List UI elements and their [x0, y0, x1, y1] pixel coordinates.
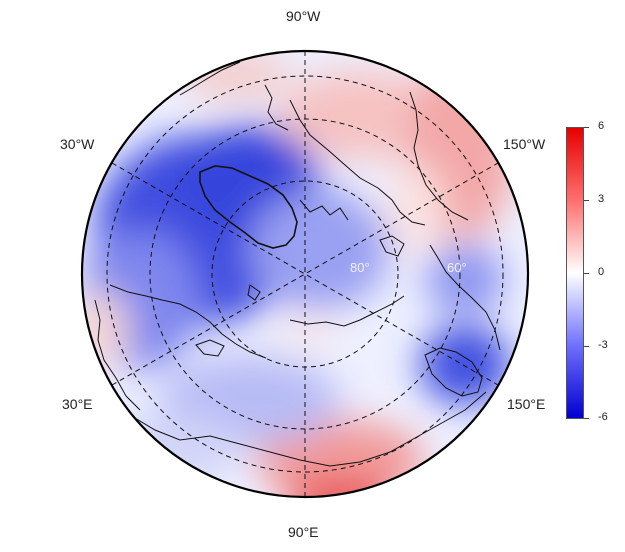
colorbar-tick-mark: [584, 200, 589, 201]
colorbar-tick-mark: [584, 127, 589, 128]
colorbar-tick-mark: [584, 346, 589, 347]
colorbar-tick-label: 0: [598, 266, 605, 278]
lon-label-upper-left: 30°W: [60, 136, 95, 152]
anomaly-field: [82, 51, 528, 497]
graticule: [106, 51, 504, 497]
lat-label-80: 80°: [350, 260, 370, 275]
colorbar-tick-mark: [584, 273, 589, 274]
lon-label-lower-left: 30°E: [62, 396, 93, 412]
map-boundary: [80, 49, 530, 499]
lat-label-60: 60°: [447, 260, 467, 275]
lon-label-upper-right: 150°W: [503, 136, 546, 152]
coastlines: [94, 61, 501, 467]
lon-label-top: 90°W: [286, 8, 321, 24]
lon-label-lower-right: 150°E: [507, 396, 546, 412]
colorbar-tick-label: -6: [598, 411, 608, 423]
colorbar: [566, 127, 584, 419]
colorbar-tick-label: 3: [598, 193, 605, 205]
colorbar-tick-label: 6: [598, 120, 605, 132]
colorbar-tick-label: -3: [598, 339, 608, 351]
colorbar-tick-mark: [584, 418, 589, 419]
lon-label-bottom: 90°E: [288, 524, 319, 540]
